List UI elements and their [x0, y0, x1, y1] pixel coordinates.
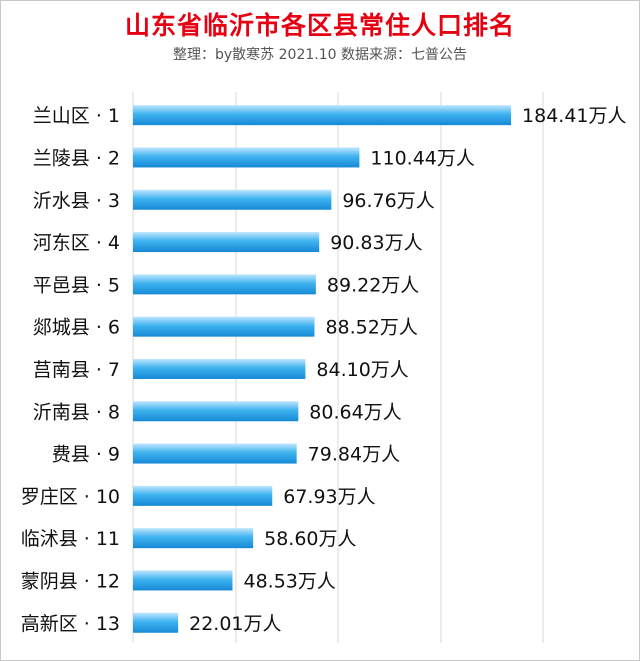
data-label: 22.01万人 — [189, 613, 281, 635]
data-label: 67.93万人 — [283, 486, 375, 508]
bar — [133, 105, 512, 126]
bar — [133, 232, 320, 253]
data-label: 84.10万人 — [316, 359, 408, 381]
bar — [133, 401, 299, 422]
category-label: 莒南县 · 7 — [33, 359, 120, 381]
data-label: 48.53万人 — [243, 570, 335, 592]
bars — [133, 105, 512, 633]
category-label: 沂南县 · 8 — [33, 401, 120, 423]
data-label: 79.84万人 — [308, 444, 400, 466]
bar — [133, 147, 360, 168]
data-label: 90.83万人 — [330, 232, 422, 254]
category-label: 费县 · 9 — [52, 444, 120, 466]
data-label: 96.76万人 — [342, 190, 434, 212]
chart-title: 山东省临沂市各区县常住人口排名 — [124, 11, 515, 40]
category-label: 河东区 · 4 — [33, 232, 120, 254]
bar — [133, 443, 297, 464]
data-labels: 184.41万人 110.44万人 96.76万人 90.83万人 89.22万人 88.… — [189, 105, 626, 635]
bar — [133, 570, 233, 591]
data-label: 184.41万人 — [522, 105, 626, 127]
data-label: 89.22万人 — [327, 274, 419, 296]
category-label: 平邑县 · 5 — [33, 274, 120, 296]
data-label: 88.52万人 — [325, 317, 417, 339]
category-labels: 兰山区 · 1 兰陵县 · 2 沂水县 · 3 河东区 · 4 平邑县 · 5 郯城县 ·… — [21, 105, 120, 635]
chart-subtitle: 整理：by散寒苏 2021.10 数据来源：七普公告 — [173, 47, 467, 63]
category-label: 兰陵县 · 2 — [33, 147, 120, 169]
category-label: 蒙阴县 · 12 — [21, 570, 120, 592]
bar — [133, 274, 316, 295]
category-label: 临沭县 · 11 — [21, 528, 120, 550]
bar — [133, 358, 306, 379]
category-label: 高新区 · 13 — [21, 613, 120, 635]
data-label: 80.64万人 — [309, 401, 401, 423]
data-label: 110.44万人 — [370, 147, 474, 169]
category-label: 沂水县 · 3 — [33, 190, 120, 212]
bar — [133, 189, 332, 210]
bar — [133, 485, 273, 506]
bar — [133, 612, 179, 633]
data-label: 58.60万人 — [264, 528, 356, 550]
bar — [133, 316, 315, 337]
category-label: 郯城县 · 6 — [33, 317, 120, 339]
bar — [133, 528, 254, 549]
category-label: 兰山区 · 1 — [33, 105, 120, 127]
category-label: 罗庄区 · 10 — [21, 486, 120, 508]
